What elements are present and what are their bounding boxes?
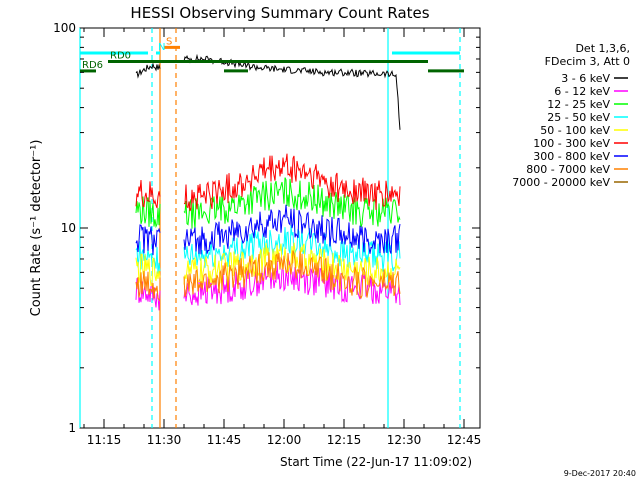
series-line	[135, 270, 161, 302]
series-line	[135, 277, 161, 311]
x-tick-label: 12:15	[327, 433, 362, 447]
x-axis-label: Start Time (22-Jun-17 11:09:02)	[280, 455, 472, 469]
footer-timestamp: 9-Dec-2017 20:40	[564, 469, 636, 478]
series-3-6-kev	[135, 53, 401, 130]
series-50-100-kev	[135, 242, 401, 287]
series-line	[135, 196, 161, 229]
state-bars: SN RD0 RD6	[80, 36, 464, 73]
series-line	[183, 242, 401, 286]
x-tick-label: 11:45	[207, 433, 242, 447]
series-100-300-kev	[135, 153, 401, 212]
legend-header: FDecim 3, Att 0	[545, 55, 630, 68]
series-layer	[135, 53, 401, 311]
series-line	[135, 224, 161, 256]
legend-entry-label: 300 - 800 keV	[533, 150, 610, 163]
series-line	[183, 153, 401, 212]
legend-entry-label: 100 - 300 keV	[533, 137, 610, 150]
y-tick-label: 1	[68, 421, 76, 435]
series-300-800-kev	[135, 204, 401, 256]
x-tick-label: 11:15	[87, 433, 122, 447]
legend-entry-label: 6 - 12 keV	[554, 85, 610, 98]
series-6-12-kev	[135, 260, 401, 311]
series-line	[183, 177, 401, 230]
state-bar-label: S	[166, 36, 172, 47]
state-bar-label: RD0	[110, 50, 131, 61]
vertical-marker-lines	[79, 28, 461, 428]
legend-header: Det 1,3,6,	[575, 42, 630, 55]
legend-entry-label: 50 - 100 keV	[540, 124, 610, 137]
series-line	[135, 253, 161, 287]
series-line	[135, 62, 161, 79]
legend-entry-label: 3 - 6 keV	[561, 72, 610, 85]
series-800-7000-kev	[135, 250, 401, 302]
legend-entry-label: 7000 - 20000 keV	[512, 176, 610, 189]
series-line	[183, 204, 401, 255]
chart-title: HESSI Observing Summary Count Rates	[130, 4, 429, 22]
legend-entry-label: 12 - 25 keV	[547, 98, 610, 111]
x-tick-label: 12:30	[387, 433, 422, 447]
x-tick-label: 11:30	[147, 433, 182, 447]
state-bar-label: RD6	[82, 60, 103, 71]
y-tick-label: 10	[61, 221, 76, 235]
legend-entry-label: 800 - 7000 keV	[526, 163, 610, 176]
series-12-25-kev	[135, 177, 401, 230]
y-tick-label: 100	[53, 21, 76, 35]
series-line	[183, 225, 401, 272]
x-tick-label: 12:00	[267, 433, 302, 447]
x-axis: 11:15 11:30 11:45 12:00 12:15 12:30 12:45	[83, 28, 482, 447]
series-line	[183, 250, 401, 300]
x-tick-label: 12:45	[447, 433, 482, 447]
y-axis: 1 10 100	[53, 21, 480, 435]
series-line	[183, 260, 401, 306]
legend-entry-label: 25 - 50 keV	[547, 111, 610, 124]
y-axis-label: Count Rate (s⁻¹ detector⁻¹)	[29, 140, 44, 317]
series-line	[135, 179, 161, 209]
series-line	[183, 53, 401, 130]
state-bar-label: N	[158, 42, 165, 53]
